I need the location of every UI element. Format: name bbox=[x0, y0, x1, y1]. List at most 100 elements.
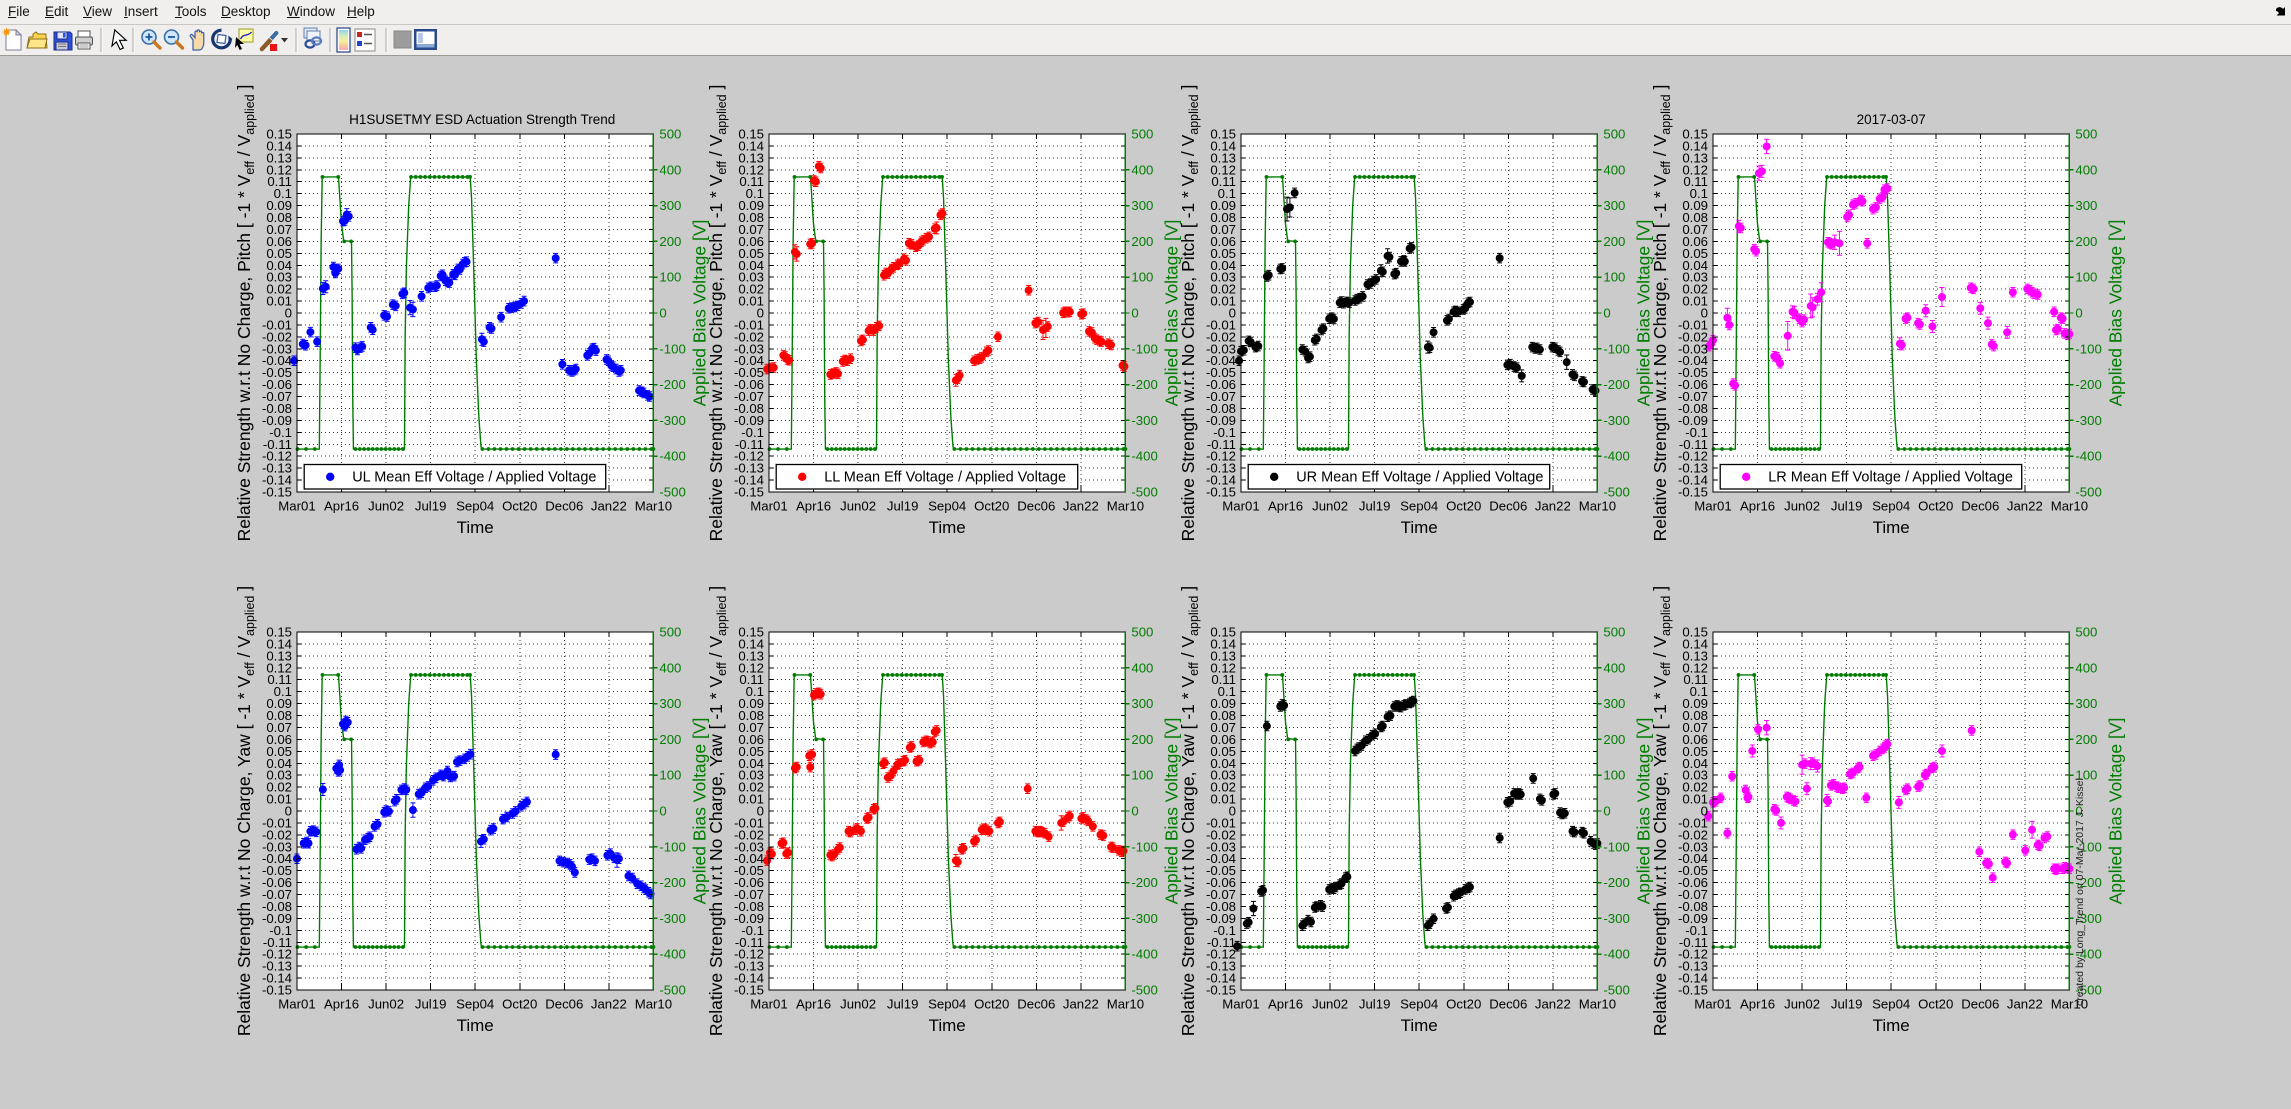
svg-text:100: 100 bbox=[1131, 270, 1153, 285]
svg-text:-0.06: -0.06 bbox=[1678, 377, 1708, 392]
svg-text:0.14: 0.14 bbox=[266, 636, 292, 651]
svg-text:Applied Bias Voltage [V]: Applied Bias Voltage [V] bbox=[1161, 220, 1181, 407]
svg-text:400: 400 bbox=[1131, 660, 1153, 675]
svg-text:0.01: 0.01 bbox=[1682, 294, 1708, 309]
svg-text:0.13: 0.13 bbox=[1682, 648, 1708, 663]
svg-text:-0.04: -0.04 bbox=[734, 353, 764, 368]
svg-text:-0.11: -0.11 bbox=[735, 935, 764, 950]
svg-text:0.09: 0.09 bbox=[1210, 696, 1236, 711]
svg-text:300: 300 bbox=[1603, 696, 1625, 711]
svg-text:Sep04: Sep04 bbox=[928, 996, 966, 1011]
svg-text:-400: -400 bbox=[2075, 449, 2101, 464]
svg-text:-0.09: -0.09 bbox=[1678, 911, 1708, 926]
svg-text:0.02: 0.02 bbox=[738, 282, 764, 297]
svg-text:0: 0 bbox=[2075, 306, 2082, 321]
svg-text:0.07: 0.07 bbox=[1210, 720, 1236, 735]
svg-text:created by Long_Trend on 07-Ma: created by Long_Trend on 07-Mar-2017 J. … bbox=[2074, 778, 2086, 1006]
svg-text:0.06: 0.06 bbox=[738, 732, 764, 747]
svg-text:-0.01: -0.01 bbox=[1678, 815, 1708, 830]
svg-text:Apr16: Apr16 bbox=[1740, 498, 1775, 513]
svg-text:400: 400 bbox=[659, 660, 681, 675]
svg-text:0.01: 0.01 bbox=[266, 792, 292, 807]
svg-text:0.01: 0.01 bbox=[1210, 294, 1236, 309]
svg-text:0.11: 0.11 bbox=[739, 174, 764, 189]
svg-text:0.05: 0.05 bbox=[266, 744, 292, 759]
svg-text:-0.14: -0.14 bbox=[1678, 971, 1708, 986]
svg-text:-300: -300 bbox=[2075, 911, 2101, 926]
svg-text:Jan22: Jan22 bbox=[591, 996, 627, 1011]
svg-text:0.12: 0.12 bbox=[1210, 660, 1236, 675]
svg-text:Apr16: Apr16 bbox=[796, 996, 831, 1011]
svg-text:500: 500 bbox=[2075, 127, 2097, 142]
svg-text:Jul19: Jul19 bbox=[1359, 498, 1391, 513]
svg-text:-0.12: -0.12 bbox=[1678, 449, 1708, 464]
svg-text:-0.14: -0.14 bbox=[262, 971, 292, 986]
svg-text:-200: -200 bbox=[2075, 377, 2101, 392]
svg-text:-0.01: -0.01 bbox=[1678, 317, 1708, 332]
svg-text:-0.08: -0.08 bbox=[1206, 401, 1236, 416]
svg-text:0.07: 0.07 bbox=[738, 222, 764, 237]
svg-text:0: 0 bbox=[659, 804, 666, 819]
svg-text:0.14: 0.14 bbox=[1210, 138, 1236, 153]
svg-text:-0.08: -0.08 bbox=[734, 899, 764, 914]
svg-text:-0.13: -0.13 bbox=[262, 959, 292, 974]
svg-text:-0.1: -0.1 bbox=[741, 923, 764, 938]
svg-text:Mar10: Mar10 bbox=[1579, 498, 1616, 513]
svg-text:-0.13: -0.13 bbox=[1206, 461, 1236, 476]
svg-text:0.12: 0.12 bbox=[1210, 162, 1236, 177]
svg-text:0.11: 0.11 bbox=[267, 174, 292, 189]
svg-text:-0.04: -0.04 bbox=[262, 851, 292, 866]
svg-text:Mar10: Mar10 bbox=[1107, 996, 1144, 1011]
svg-text:Jul19: Jul19 bbox=[1831, 498, 1863, 513]
svg-text:-0.14: -0.14 bbox=[1206, 971, 1236, 986]
svg-text:300: 300 bbox=[2075, 696, 2097, 711]
svg-text:0.12: 0.12 bbox=[266, 660, 292, 675]
svg-text:-0.07: -0.07 bbox=[734, 389, 764, 404]
svg-text:0.02: 0.02 bbox=[738, 780, 764, 795]
svg-text:0.15: 0.15 bbox=[1210, 127, 1236, 142]
svg-text:2017-03-07: 2017-03-07 bbox=[1857, 112, 1926, 127]
svg-text:0.07: 0.07 bbox=[1682, 720, 1708, 735]
svg-text:0.09: 0.09 bbox=[738, 696, 764, 711]
svg-text:-0.12: -0.12 bbox=[734, 449, 764, 464]
svg-text:Oct20: Oct20 bbox=[974, 996, 1009, 1011]
svg-text:0.04: 0.04 bbox=[1682, 756, 1708, 771]
svg-text:-500: -500 bbox=[2075, 983, 2101, 998]
svg-text:-0.09: -0.09 bbox=[1206, 911, 1236, 926]
svg-text:0.15: 0.15 bbox=[1210, 625, 1236, 640]
svg-text:0.05: 0.05 bbox=[1682, 246, 1708, 261]
svg-text:0.06: 0.06 bbox=[738, 234, 764, 249]
svg-text:-0.13: -0.13 bbox=[734, 461, 764, 476]
svg-text:Jan22: Jan22 bbox=[1535, 498, 1571, 513]
svg-text:-500: -500 bbox=[2075, 485, 2101, 500]
svg-text:-200: -200 bbox=[1131, 875, 1157, 890]
svg-text:Jan22: Jan22 bbox=[1063, 498, 1099, 513]
svg-text:0.09: 0.09 bbox=[738, 198, 764, 213]
svg-text:-400: -400 bbox=[1603, 449, 1629, 464]
svg-text:400: 400 bbox=[1131, 162, 1153, 177]
svg-text:-200: -200 bbox=[1603, 377, 1629, 392]
svg-text:0.15: 0.15 bbox=[266, 625, 292, 640]
svg-text:400: 400 bbox=[1603, 660, 1625, 675]
svg-text:0.04: 0.04 bbox=[738, 756, 764, 771]
svg-text:-0.15: -0.15 bbox=[1678, 485, 1708, 500]
svg-text:0.13: 0.13 bbox=[1210, 150, 1236, 165]
svg-text:-0.01: -0.01 bbox=[734, 815, 764, 830]
svg-text:-0.09: -0.09 bbox=[1206, 413, 1236, 428]
svg-text:Relative Strength w.r.t No Cha: Relative Strength w.r.t No Charge, Pitch… bbox=[706, 85, 729, 542]
svg-text:0.05: 0.05 bbox=[738, 246, 764, 261]
svg-text:100: 100 bbox=[659, 768, 681, 783]
svg-text:Dec06: Dec06 bbox=[1017, 996, 1055, 1011]
svg-text:Oct20: Oct20 bbox=[1918, 996, 1953, 1011]
svg-text:0.14: 0.14 bbox=[1210, 636, 1236, 651]
svg-text:-200: -200 bbox=[659, 377, 685, 392]
svg-text:-0.1: -0.1 bbox=[1685, 425, 1708, 440]
svg-text:0.13: 0.13 bbox=[266, 648, 292, 663]
svg-text:-200: -200 bbox=[659, 875, 685, 890]
svg-text:400: 400 bbox=[2075, 660, 2097, 675]
svg-text:0.15: 0.15 bbox=[738, 127, 764, 142]
svg-text:-0.03: -0.03 bbox=[262, 839, 292, 854]
svg-text:0.11: 0.11 bbox=[739, 672, 764, 687]
svg-text:-100: -100 bbox=[659, 839, 685, 854]
svg-text:Time: Time bbox=[1401, 518, 1438, 537]
